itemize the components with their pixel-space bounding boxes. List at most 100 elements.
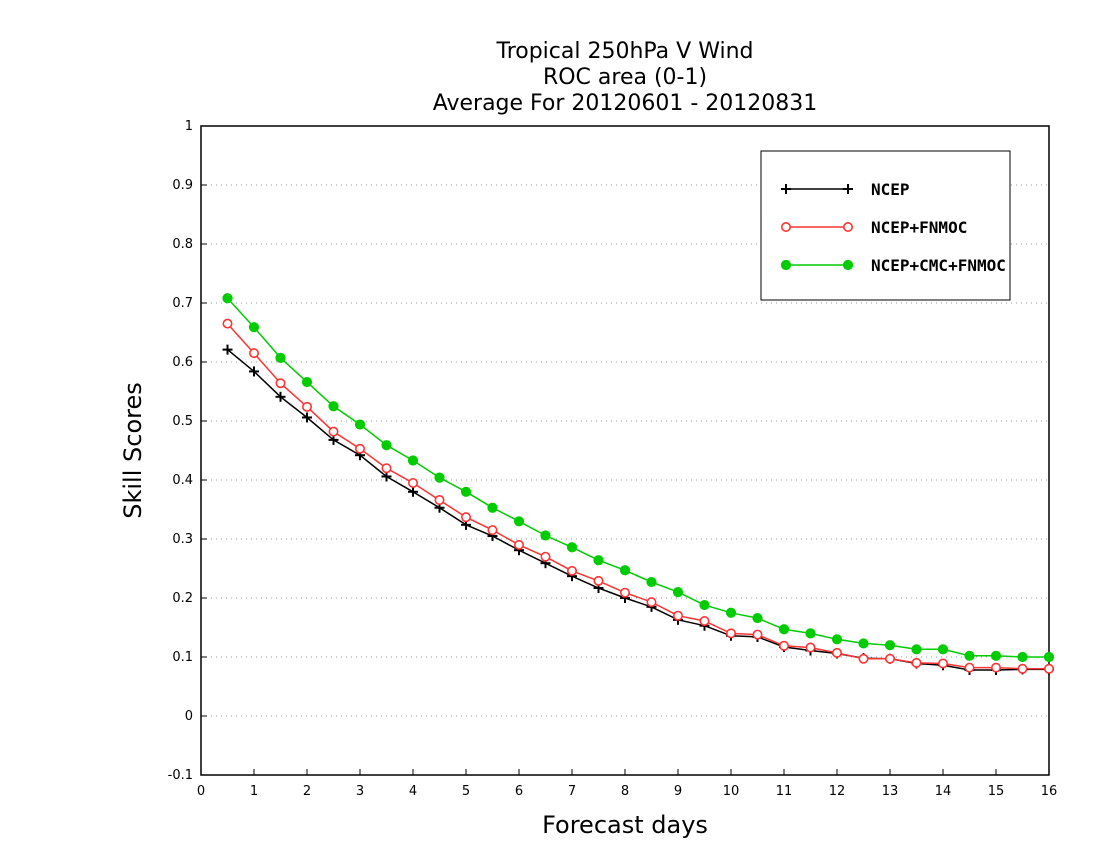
data-point-ncep-fnmoc bbox=[301, 401, 312, 412]
legend-marker bbox=[842, 222, 853, 233]
data-point-ncep-fnmoc bbox=[1017, 663, 1028, 674]
title-line-1: Tropical 250hPa V Wind bbox=[495, 39, 753, 64]
y-tick-label: 0.7 bbox=[172, 296, 193, 311]
data-point-ncep-cmc-fnmoc bbox=[619, 565, 631, 576]
x-tick-label: 3 bbox=[356, 784, 364, 799]
data-point-ncep-cmc-fnmoc bbox=[407, 455, 419, 466]
x-tick-label: 15 bbox=[988, 784, 1005, 799]
data-point-ncep-cmc-fnmoc bbox=[884, 640, 896, 651]
data-point-ncep-fnmoc bbox=[858, 653, 869, 664]
data-point-ncep-cmc-fnmoc bbox=[566, 542, 578, 553]
data-point-ncep-fnmoc bbox=[249, 348, 260, 359]
data-point-ncep-cmc-fnmoc bbox=[381, 440, 392, 451]
data-point-ncep bbox=[302, 412, 312, 423]
series-group bbox=[222, 293, 1055, 675]
data-point-ncep-fnmoc bbox=[911, 657, 922, 668]
data-point-ncep-cmc-fnmoc bbox=[354, 419, 366, 430]
data-point-ncep-cmc-fnmoc bbox=[275, 352, 286, 363]
x-tick-label: 0 bbox=[197, 784, 205, 799]
x-tick-label: 13 bbox=[882, 784, 899, 799]
y-tick-label: 0.4 bbox=[172, 473, 193, 488]
data-point-ncep-fnmoc bbox=[831, 647, 842, 658]
data-point-ncep-fnmoc bbox=[566, 565, 577, 576]
x-tick-label: 12 bbox=[829, 784, 846, 799]
x-tick-label: 5 bbox=[462, 784, 470, 799]
data-point-ncep-cmc-fnmoc bbox=[328, 401, 339, 412]
x-tick-label: 8 bbox=[621, 784, 629, 799]
data-point-ncep-cmc-fnmoc bbox=[672, 587, 684, 598]
data-point-ncep-fnmoc bbox=[937, 658, 948, 669]
data-point-ncep-cmc-fnmoc bbox=[646, 576, 657, 588]
data-point-ncep-fnmoc bbox=[407, 477, 418, 488]
data-point-ncep-cmc-fnmoc bbox=[540, 530, 551, 541]
series-ncep-fnmoc bbox=[222, 318, 1055, 674]
x-tick-label: 7 bbox=[568, 784, 576, 799]
series-ncep bbox=[222, 344, 1054, 675]
data-point-ncep-fnmoc bbox=[646, 597, 657, 608]
data-point-ncep bbox=[275, 391, 286, 402]
data-point-ncep-cmc-fnmoc bbox=[593, 555, 604, 566]
data-point-ncep-fnmoc bbox=[275, 378, 286, 389]
data-point-ncep-cmc-fnmoc bbox=[434, 472, 445, 483]
legend-marker bbox=[842, 259, 854, 271]
data-point-ncep-cmc-fnmoc bbox=[1043, 651, 1055, 663]
legend: NCEP NCEP+FNMOC NCEP+CMC+FNMOC bbox=[760, 150, 1011, 301]
series-ncep-cmc-fnmoc bbox=[222, 293, 1055, 663]
data-point-ncep-cmc-fnmoc bbox=[752, 612, 763, 624]
data-point-ncep-cmc-fnmoc bbox=[248, 322, 260, 333]
axis-ticks: -0.100.10.20.30.40.50.60.70.80.910 1 2 3 4 5 6… bbox=[168, 119, 1058, 799]
data-point-ncep-cmc-fnmoc bbox=[301, 376, 313, 388]
data-point-ncep-fnmoc bbox=[672, 610, 683, 621]
y-axis-title: Skill Scores bbox=[119, 382, 147, 519]
x-axis-title: Forecast days bbox=[542, 811, 708, 839]
y-tick-label: 0.1 bbox=[172, 650, 193, 665]
data-point-ncep-fnmoc bbox=[884, 653, 895, 664]
y-tick-label: 0.8 bbox=[172, 237, 193, 252]
y-tick-label: -0.1 bbox=[168, 768, 193, 783]
x-tick-label: 14 bbox=[935, 784, 952, 799]
data-point-ncep-fnmoc bbox=[434, 495, 445, 506]
data-point-ncep-cmc-fnmoc bbox=[725, 607, 737, 618]
data-point-ncep-fnmoc bbox=[752, 629, 763, 640]
data-point-ncep bbox=[249, 366, 259, 377]
data-point-ncep-fnmoc bbox=[1044, 663, 1055, 674]
legend-label: NCEP+FNMOC bbox=[871, 218, 967, 237]
legend-item-ncep-cmc-fnmoc: NCEP+CMC+FNMOC bbox=[780, 256, 1006, 275]
data-point-ncep-fnmoc bbox=[460, 512, 471, 523]
data-point-ncep-fnmoc bbox=[487, 525, 498, 536]
data-point-ncep-cmc-fnmoc bbox=[805, 628, 816, 639]
data-point-ncep-cmc-fnmoc bbox=[964, 650, 975, 661]
x-tick-label: 6 bbox=[515, 784, 523, 799]
data-point-ncep-fnmoc bbox=[778, 640, 789, 651]
data-point-ncep-cmc-fnmoc bbox=[937, 644, 949, 655]
x-tick-label: 2 bbox=[303, 784, 311, 799]
data-point-ncep-fnmoc bbox=[964, 662, 975, 673]
y-tick-label: 0.2 bbox=[172, 591, 193, 606]
data-point-ncep-fnmoc bbox=[513, 539, 524, 550]
data-point-ncep-fnmoc bbox=[381, 463, 392, 474]
data-point-ncep bbox=[408, 486, 418, 497]
series-line-ncep-fnmoc bbox=[226, 323, 1049, 670]
legend-label: NCEP+CMC+FNMOC bbox=[871, 256, 1006, 275]
data-point-ncep-cmc-fnmoc bbox=[222, 293, 233, 304]
data-point-ncep-fnmoc bbox=[725, 628, 736, 639]
y-tick-label: 0.3 bbox=[172, 532, 193, 547]
legend-marker bbox=[843, 184, 853, 194]
title-line-3: Average For 20120601 - 20120831 bbox=[433, 91, 818, 116]
data-point-ncep bbox=[222, 344, 233, 355]
y-tick-label: 0.6 bbox=[172, 355, 193, 370]
legend-label: NCEP bbox=[871, 180, 910, 199]
y-tick-label: 1 bbox=[185, 119, 193, 134]
title-line-2: ROC area (0-1) bbox=[543, 65, 707, 90]
x-tick-label: 4 bbox=[409, 784, 417, 799]
data-point-ncep-cmc-fnmoc bbox=[1017, 651, 1028, 663]
data-point-ncep-cmc-fnmoc bbox=[858, 638, 869, 649]
data-point-ncep-fnmoc bbox=[593, 575, 604, 586]
data-point-ncep-fnmoc bbox=[699, 616, 710, 627]
series-line-ncep bbox=[227, 349, 1049, 671]
data-point-ncep-fnmoc bbox=[805, 642, 816, 653]
data-point-ncep-cmc-fnmoc bbox=[460, 486, 472, 497]
data-point-ncep-cmc-fnmoc bbox=[487, 502, 498, 513]
x-tick-label: 11 bbox=[776, 784, 793, 799]
